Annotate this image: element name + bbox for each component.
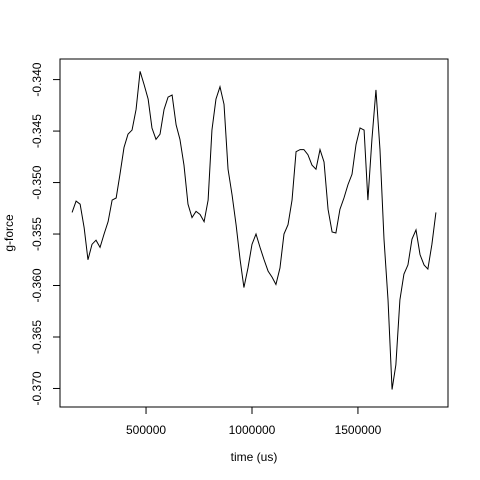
x-tick-label: 1500000 [335,423,382,437]
y-tick-label: -0.365 [30,320,44,354]
y-axis-label: g-force [2,214,16,252]
y-tick-label: -0.355 [30,217,44,251]
x-axis-label: time (us) [231,450,278,464]
plot-box [59,58,449,408]
data-line [71,71,437,390]
y-tick-label: -0.350 [30,165,44,199]
y-tick-label: -0.345 [30,114,44,148]
y-tick-label: -0.370 [30,371,44,405]
x-tick-label: 1000000 [229,423,276,437]
x-tick-label: 500000 [126,423,166,437]
y-tick-label: -0.360 [30,268,44,302]
y-tick-label: -0.340 [30,62,44,96]
